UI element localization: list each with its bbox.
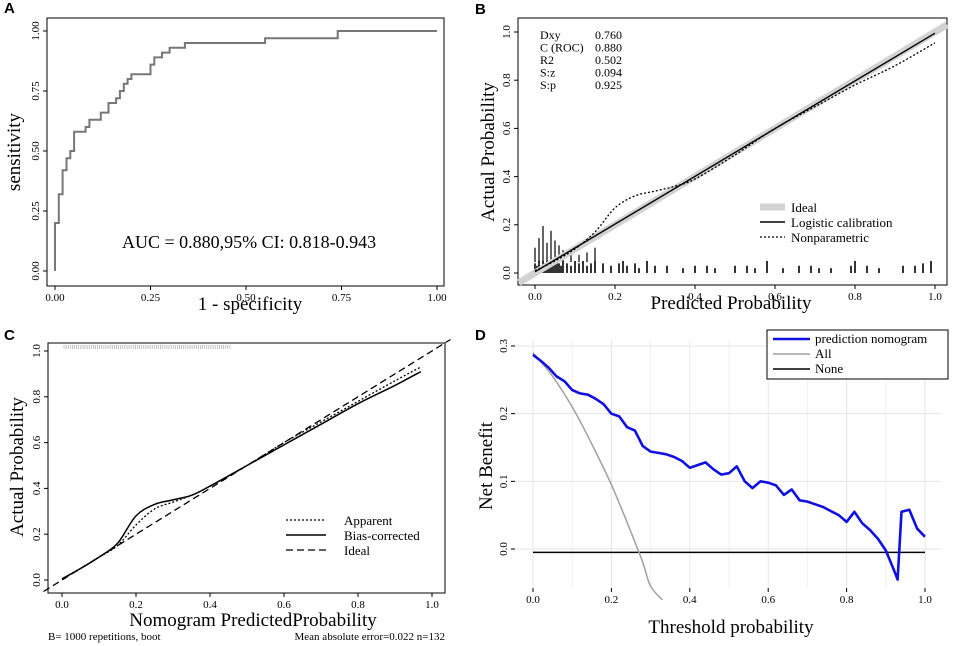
panel-b: B 0.00.20.40.60.81.0 0.0 0.2 0.4 0.6 0.8 1.0 … (475, 1, 949, 314)
panel-d-x-axis-label: Threshold probability (648, 617, 814, 638)
x-tick-label: 0.2 (129, 599, 143, 611)
x-tick-label: 0.4 (203, 599, 217, 611)
panel-c-footnote-left: B= 1000 repetitions, boot (48, 631, 161, 643)
stat-label: Dxy (540, 28, 561, 42)
x-tick-label: 0.6 (768, 291, 782, 303)
panel-d-plot-area (515, 340, 941, 588)
y-tick-label: 0.0 (31, 573, 43, 587)
x-tick-label: 0.50 (236, 292, 256, 304)
panel-label-b: B (475, 1, 486, 18)
x-tick-label: 0.0 (526, 594, 540, 606)
x-tick-label: 0.2 (605, 594, 619, 606)
y-tick-label: 0.2 (31, 527, 43, 541)
y-tick-label: 0.6 (31, 435, 43, 449)
y-tick-label: 0.50 (30, 141, 42, 161)
legend-bias-corrected-label: Bias-corrected (344, 528, 420, 543)
stat-label: S:z (540, 66, 555, 80)
x-tick-label: 0.25 (141, 292, 161, 304)
legend-logistic-label: Logistic calibration (791, 215, 893, 230)
prediction-nomogram-curve (532, 353, 926, 581)
x-tick-label: 0.2 (608, 291, 622, 303)
y-tick-label: 0.25 (30, 201, 42, 221)
y-tick-label: 1.0 (501, 25, 513, 39)
panel-c-plot-frame (47, 342, 446, 594)
x-tick-label: 0.00 (45, 292, 65, 304)
x-tick-label: 1.0 (425, 599, 439, 611)
y-tick-label: 0.8 (31, 389, 43, 403)
logistic-calibration-line (534, 32, 936, 273)
y-tick-label: 0.6 (501, 121, 513, 135)
panel-c: C 0.00.20.40.60.81.0 0.0 0.2 0.4 0.6 0.8 1.0 … (4, 327, 451, 643)
y-tick-label: 0.0 (501, 266, 513, 280)
legend-ideal-label: Ideal (344, 543, 370, 558)
panel-c-legend: Apparent Bias-corrected Ideal (286, 513, 420, 558)
y-tick-label: 0.0 (498, 542, 510, 556)
stat-value: 0.925 (595, 78, 622, 92)
x-tick-label: 0.0 (55, 599, 69, 611)
x-tick-label: 0.6 (761, 594, 775, 606)
x-tick-label: 0.4 (688, 291, 702, 303)
panel-d: D 0.0 0.1 0.2 0.3 0.0 0.2 0.4 0.6 0.8 1.0 predic… (475, 327, 949, 638)
y-tick-label: 0.8 (501, 73, 513, 87)
x-tick-label: 0.8 (351, 599, 365, 611)
x-tick-label: 0.6 (277, 599, 291, 611)
x-tick-label: 0.8 (848, 291, 862, 303)
panel-label-c: C (4, 327, 15, 344)
legend-apparent-label: Apparent (344, 513, 393, 528)
panel-c-y-axis-label: Actual Probability (7, 397, 28, 537)
stat-value: 0.094 (595, 66, 622, 80)
y-tick-label: 0.1 (498, 474, 510, 488)
auc-annotation: AUC = 0.880,95% CI: 0.818-0.943 (122, 232, 376, 252)
panel-d-y-axis-label: Net Benefit (476, 421, 497, 510)
panel-a-y-axis-label: sensitivity (4, 112, 25, 191)
y-tick-label: 0.2 (501, 218, 513, 232)
apparent-curve (61, 366, 422, 580)
legend-all-label: All (815, 346, 832, 361)
x-tick-label: 0.8 (840, 594, 854, 606)
legend-none-label: None (815, 361, 843, 376)
panel-d-legend: prediction nomogram All None (766, 329, 949, 380)
x-tick-label: 1.00 (427, 292, 447, 304)
legend-nonparametric-label: Nonparametric (791, 230, 869, 245)
y-tick-label: 0.00 (30, 261, 42, 281)
y-tick-label: 0.3 (498, 339, 510, 353)
panel-c-footnote-right: Mean absolute error=0.022 n=132 (295, 631, 445, 643)
y-tick-label: 0.4 (31, 481, 43, 495)
stat-label: C (ROC) (540, 41, 584, 55)
stat-value: 0.760 (595, 28, 622, 42)
stat-label: R2 (540, 53, 554, 67)
x-tick-label: 1.0 (928, 291, 942, 303)
x-tick-label: 1.0 (918, 594, 932, 606)
roc-curve (54, 30, 437, 271)
panel-a-x-axis-label: 1 - specificity (198, 294, 303, 315)
all-curve (532, 352, 663, 601)
panel-label-a: A (4, 0, 15, 17)
panel-label-d: D (475, 327, 486, 344)
panel-c-x-axis-label: Nomogram PredictedProbability (129, 610, 377, 631)
stat-label: S:p (540, 78, 556, 92)
legend-nomogram-label: prediction nomogram (815, 331, 927, 346)
y-tick-label: 0.2 (498, 407, 510, 421)
stat-value: 0.880 (595, 41, 622, 55)
y-tick-label: 1.0 (31, 344, 43, 358)
x-tick-label: 0.4 (683, 594, 697, 606)
panel-a: A 0.00 0.25 0.50 0.75 1.00 0.00 0.25 0.50 0.75 1… (4, 0, 447, 315)
stat-value: 0.502 (595, 53, 622, 67)
y-tick-label: 1.00 (30, 21, 42, 41)
x-tick-label: 0.75 (332, 292, 352, 304)
panel-b-y-axis-label: Actual Probability (478, 82, 499, 222)
panel-b-plot-frame (517, 17, 948, 286)
legend-ideal-label: Ideal (791, 200, 817, 215)
nonparametric-curve (534, 42, 936, 272)
x-tick-label: 0.0 (528, 291, 542, 303)
panel-b-x-axis-label: Predicted Probability (651, 293, 812, 314)
panel-b-legend: Ideal Logistic calibration Nonparametric (760, 200, 893, 245)
y-tick-label: 0.75 (30, 81, 42, 101)
y-tick-label: 0.4 (501, 169, 513, 183)
